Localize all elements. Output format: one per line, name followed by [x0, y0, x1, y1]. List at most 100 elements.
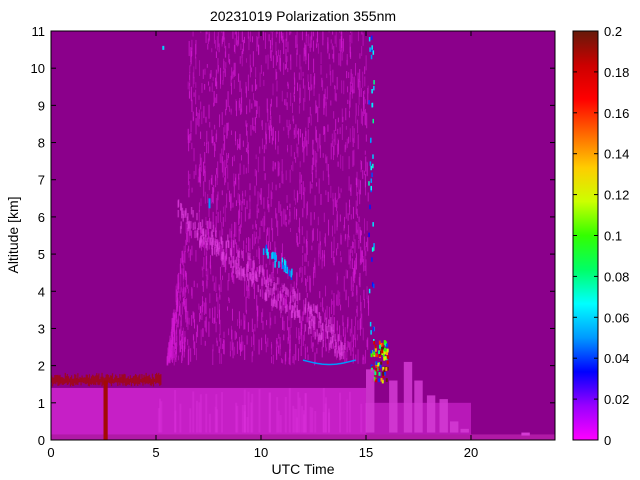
plume-streak [235, 242, 237, 254]
plume-streak [177, 286, 179, 297]
plume-streak [286, 299, 288, 308]
plume-edge-streak [314, 305, 317, 313]
plume-streak [332, 192, 334, 202]
plume-edge-streak [321, 322, 324, 331]
plume-streak [348, 249, 350, 265]
colorbar-tick-label: 0.2 [604, 24, 622, 39]
plume-streak [239, 103, 241, 115]
cloud-cell [379, 351, 382, 355]
plume-streak [367, 85, 369, 94]
plume-streak [295, 327, 297, 339]
plume-streak [312, 40, 314, 52]
plume-streak [313, 262, 315, 270]
plume-streak [233, 62, 235, 78]
plume-streak [209, 121, 211, 128]
plume-streak [204, 141, 206, 146]
aerosol-layer-cell [52, 377, 54, 387]
plume-edge-streak [277, 293, 279, 302]
plume-streak [262, 255, 264, 269]
boundary-layer-texture [328, 412, 331, 433]
plume-streak [347, 99, 349, 105]
filament-streak [262, 248, 265, 255]
aerosol-layer-cell [116, 375, 118, 383]
plume-streak [337, 290, 339, 307]
plume-streak [289, 169, 291, 183]
plume-edge-streak [210, 238, 212, 246]
y-tick-label: 2 [38, 359, 45, 374]
plume-streak [315, 159, 317, 172]
surface-speck [521, 432, 530, 436]
boundary-layer-texture [192, 391, 195, 433]
plume-streak [240, 319, 242, 326]
plume-streak [186, 232, 188, 246]
aerosol-layer-cell [130, 378, 133, 387]
plume-streak [275, 50, 277, 66]
plume-streak [292, 115, 294, 122]
plume-streak [186, 310, 188, 327]
plume-streak [298, 72, 300, 80]
plume-edge-streak [179, 226, 182, 234]
plume-edge-streak [206, 237, 208, 245]
plume-streak [289, 349, 291, 365]
plume-streak [349, 249, 351, 261]
plume-streak [346, 347, 348, 360]
plume-streak [340, 50, 342, 67]
plume-streak [262, 218, 264, 227]
plume-streak [275, 339, 277, 356]
plume-streak [363, 289, 365, 301]
plume-edge-streak [330, 317, 332, 325]
plume-streak [218, 333, 220, 342]
plume-streak [238, 247, 240, 253]
plume-streak [272, 128, 274, 141]
plume-streak [306, 240, 308, 255]
plume-streak [203, 105, 205, 119]
plume-streak [278, 201, 280, 213]
boundary-layer-texture [250, 402, 253, 433]
plume-streak [244, 207, 246, 222]
plume-edge-streak [233, 260, 235, 268]
aerosol-layer-cell [64, 372, 66, 384]
plume-streak [246, 309, 248, 315]
plume-streak [285, 292, 287, 298]
plume-edge-streak [177, 209, 180, 218]
plume-streak [270, 31, 272, 33]
colorbar-tick-label: 0.08 [604, 269, 629, 284]
plume-streak [258, 248, 260, 265]
plume-streak [256, 101, 258, 114]
plume-streak [208, 220, 210, 234]
edge-speck [372, 222, 374, 227]
boundary-layer-texture [302, 410, 305, 433]
plume-streak [286, 205, 288, 210]
plume-streak [257, 305, 259, 317]
plume-edge-streak [283, 283, 286, 291]
plume-streak [222, 31, 224, 42]
plume-streak [345, 107, 347, 121]
plume-streak [307, 354, 309, 360]
plume-streak [290, 31, 292, 34]
plume-edge-streak [209, 237, 212, 245]
plume-edge-streak [252, 260, 254, 269]
plume-streak [265, 234, 267, 247]
plume-streak [349, 100, 351, 110]
plume-streak [310, 335, 312, 349]
plume-streak [331, 43, 333, 50]
plume-streak [261, 120, 263, 127]
plume-streak [306, 247, 308, 262]
edge-speck [371, 247, 374, 252]
plume-streak [278, 162, 280, 169]
plume-streak [238, 311, 240, 323]
plume-streak [182, 327, 184, 344]
plume-streak [181, 330, 183, 336]
plume-edge-streak [343, 345, 345, 353]
plume-streak [341, 31, 343, 41]
plume-streak [230, 230, 232, 248]
plume-streak [253, 334, 255, 351]
plume-edge-streak [232, 240, 235, 248]
aerosol-layer-cell [153, 378, 156, 383]
plume-edge-streak [212, 224, 215, 232]
plume-streak [287, 126, 289, 136]
aerosol-layer-cell [76, 377, 78, 385]
plume-streak [312, 139, 314, 155]
plume-streak [300, 323, 302, 332]
plume-streak [296, 31, 298, 48]
